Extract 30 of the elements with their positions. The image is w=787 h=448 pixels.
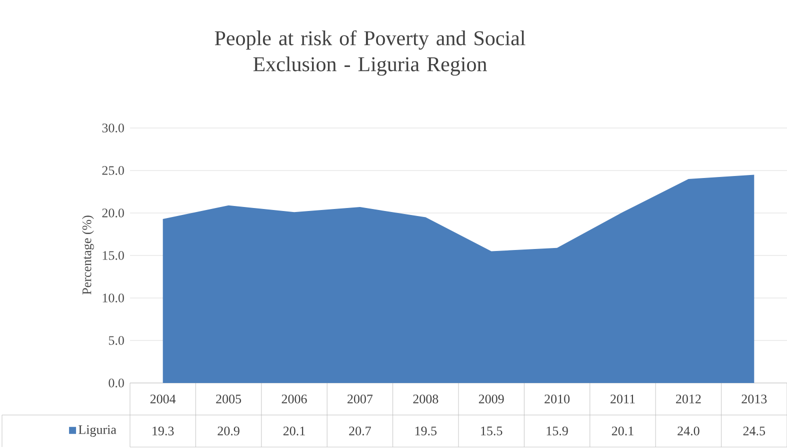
x-tick-label: 2007 — [348, 394, 373, 404]
data-label: 24.0 — [678, 426, 700, 436]
y-tick-label: 5.0 — [108, 336, 124, 345]
data-label: 19.5 — [415, 426, 437, 436]
data-label: 19.3 — [152, 426, 174, 436]
x-tick-label: 2006 — [282, 394, 307, 404]
data-label: 20.9 — [218, 426, 240, 436]
x-tick-label: 2011 — [610, 394, 635, 404]
x-tick-label: 2010 — [544, 394, 570, 404]
x-tick-label: 2009 — [478, 394, 504, 404]
x-tick-label: 2008 — [413, 394, 438, 404]
data-label: 15.5 — [481, 426, 502, 436]
y-tick-label: 0.0 — [108, 378, 124, 388]
y-tick-label: 10.0 — [102, 294, 124, 302]
x-tick-label: 2004 — [150, 394, 176, 404]
y-tick-label: 30.0 — [102, 124, 124, 132]
x-tick-label: 2005 — [216, 394, 242, 404]
x-tick-label: 2012 — [676, 394, 701, 404]
data-label: 20.7 — [349, 426, 371, 436]
data-label: 20.1 — [612, 426, 634, 436]
chart-title: People at risk of Poverty and Social Exclusion - Liguria Region — [214, 30, 526, 76]
y-tick-label: 25.0 — [102, 166, 124, 175]
y-tick-label: 20.0 — [102, 208, 124, 218]
data-label: 24.5 — [743, 426, 766, 436]
x-tick-label: 2013 — [742, 394, 767, 404]
data-label: 15.9 — [546, 426, 568, 436]
y-tick-label: 15.0 — [102, 251, 124, 260]
y-axis-title: Percentage (%) — [82, 216, 94, 295]
legend-label: Liguria — [78, 425, 116, 437]
data-label: 20.1 — [283, 426, 305, 436]
